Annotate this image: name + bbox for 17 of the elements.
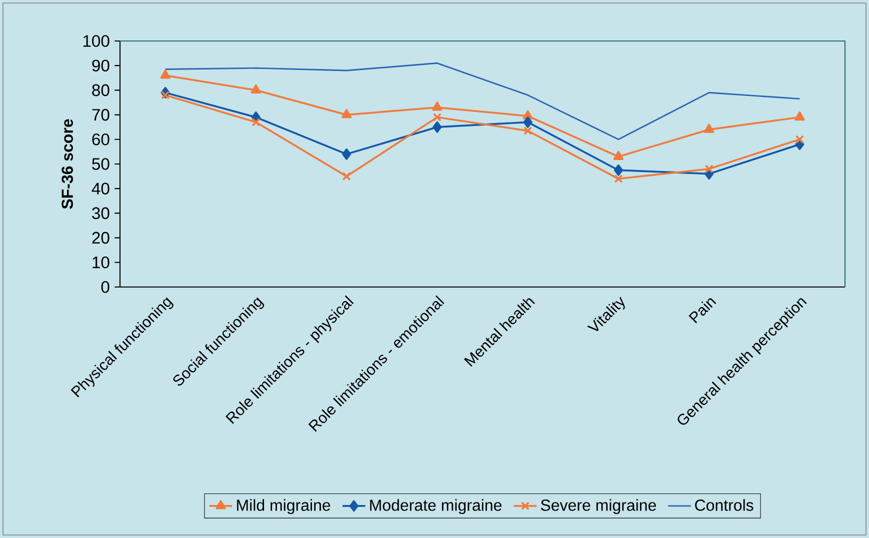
y-tick-label: 0 [101, 281, 110, 293]
y-tick-label: 70 [92, 108, 110, 121]
y-tick-label: 90 [92, 60, 110, 72]
y-tick-label: 30 [92, 207, 110, 220]
y-tick-label: 80 [92, 84, 110, 96]
y-tick-label: 20 [92, 232, 110, 244]
y-axis-title: SF-36 score [62, 119, 74, 209]
y-tick-label: 40 [92, 182, 110, 194]
legend-label: Moderate migraine [370, 499, 502, 514]
legend-label: Severe migraine [540, 499, 656, 514]
legend-label: Controls [695, 499, 754, 511]
y-tick-label: 60 [92, 134, 110, 146]
legend-label: Mild migraine [237, 499, 330, 514]
y-tick-label: 10 [92, 256, 110, 268]
x-tick-label: Pain [688, 298, 716, 324]
y-tick-label: 100 [83, 35, 110, 47]
y-tick-label: 50 [92, 158, 110, 170]
